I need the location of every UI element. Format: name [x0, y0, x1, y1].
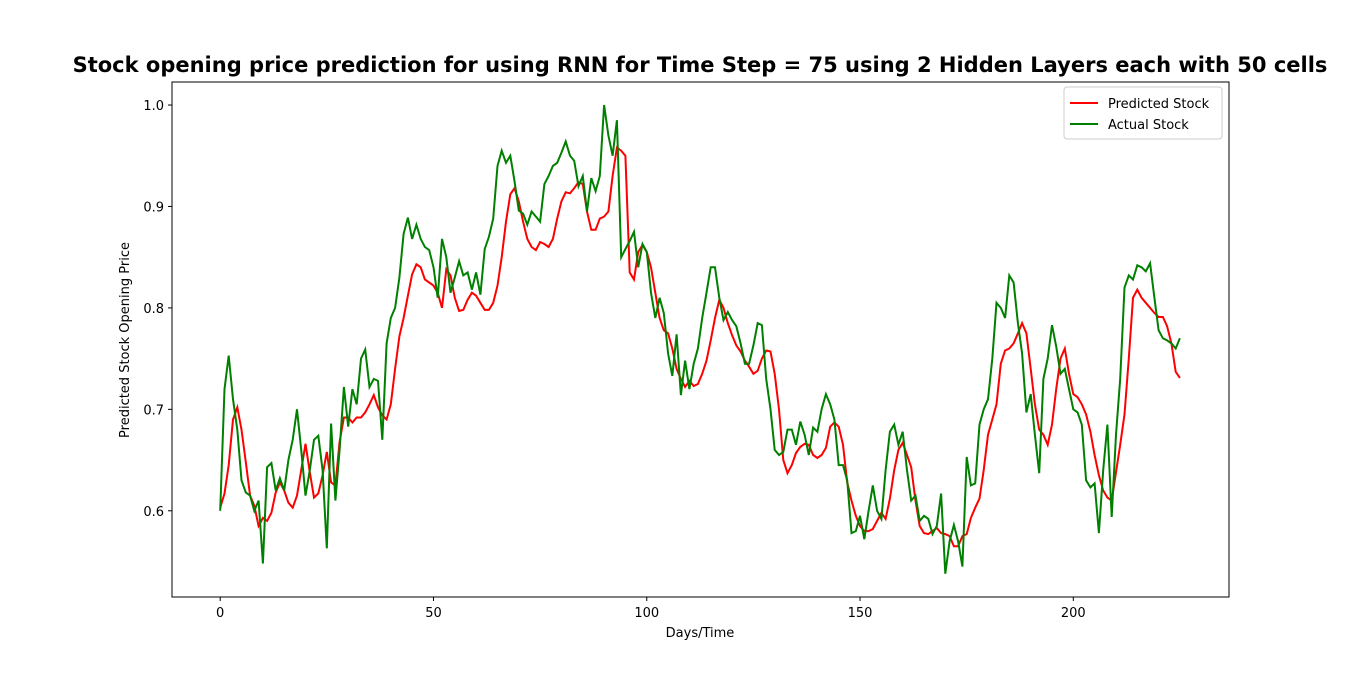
- legend-label: Actual Stock: [1108, 118, 1189, 133]
- series-line: [219, 104, 1181, 574]
- x-tick-label: 0: [216, 606, 224, 621]
- y-tick-label: 0.8: [143, 302, 164, 317]
- x-tick-label: 50: [425, 606, 442, 621]
- x-axis-label: Days/Time: [666, 626, 735, 641]
- chart-title: Stock opening price prediction for using…: [73, 53, 1328, 77]
- x-tick-label: 200: [1061, 606, 1086, 621]
- y-tick-label: 1.0: [143, 99, 164, 114]
- series-line: [219, 145, 1181, 548]
- plot-frame: [171, 81, 1230, 598]
- y-axis-label: Predicted Stock Opening Price: [118, 242, 133, 438]
- y-tick-label: 0.6: [143, 505, 164, 520]
- legend-label: Predicted Stock: [1108, 97, 1210, 112]
- x-tick-label: 100: [634, 606, 659, 621]
- legend-box: [1063, 86, 1223, 140]
- y-tick-label: 0.7: [143, 403, 164, 418]
- y-tick-label: 0.9: [143, 200, 164, 215]
- x-tick-label: 150: [848, 606, 873, 621]
